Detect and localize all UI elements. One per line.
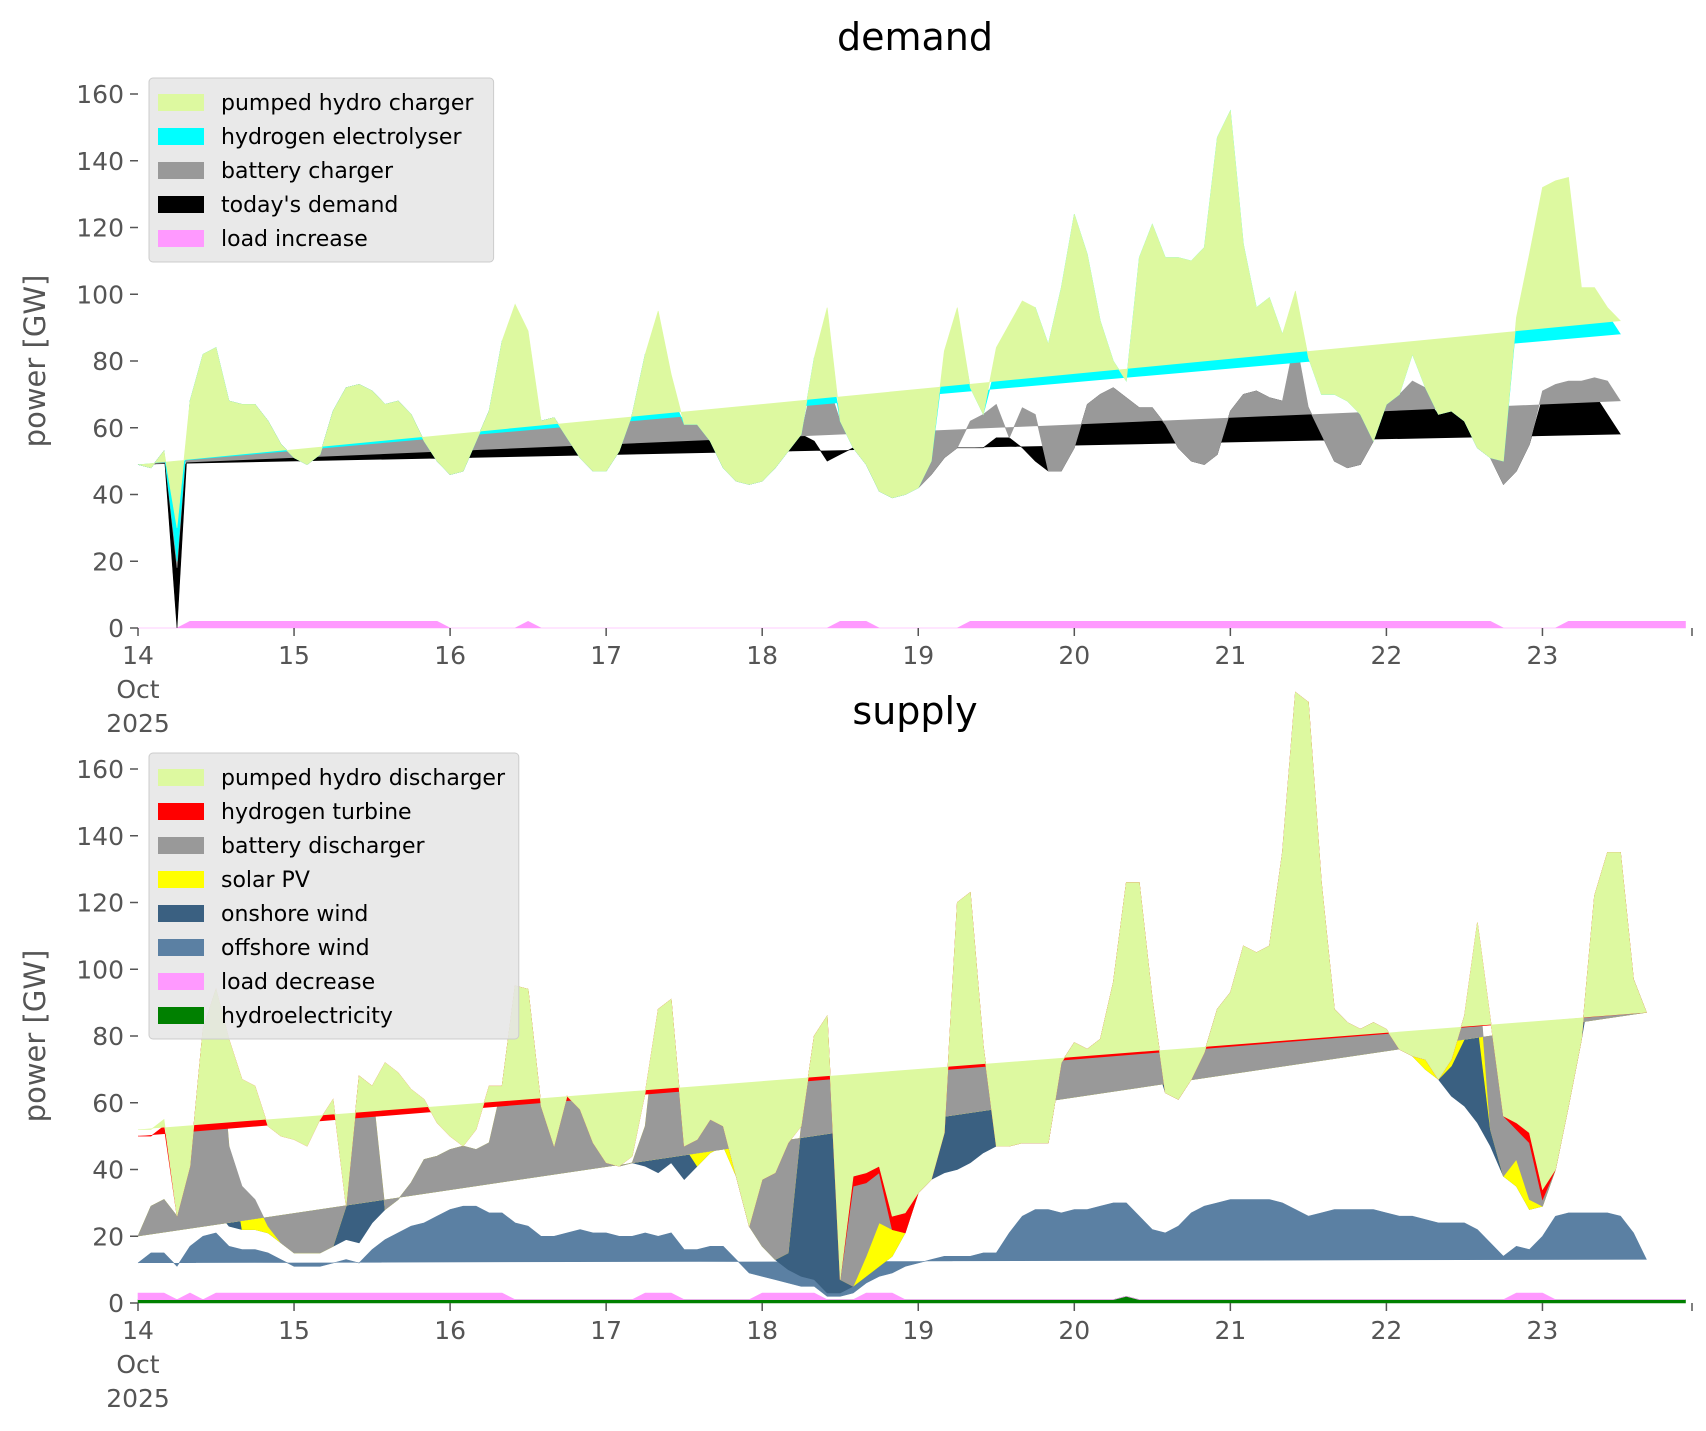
y-axis-label: power [GW] xyxy=(18,275,52,448)
chart-title: demand xyxy=(837,15,993,59)
x-tick-label: 16 xyxy=(434,1316,466,1345)
x-tick-label: Oct xyxy=(116,675,159,704)
chart-demand: demand 0 20 40 60 80 100 120 140 160 14 Oct 2025 15 16… xyxy=(18,15,1693,738)
legend-swatch-hydrogen-electrolyser xyxy=(158,128,204,145)
legend: pumped hydro discharger hydrogen turbine b… xyxy=(148,752,520,1040)
y-tick-label: 140 xyxy=(76,147,124,176)
y-tick-label: 60 xyxy=(92,414,124,443)
x-tick-label: 2025 xyxy=(106,1384,170,1413)
legend-swatch-hydroelectricity xyxy=(158,1007,204,1024)
x-tick-label: 18 xyxy=(746,1316,778,1345)
x-tick-label: 17 xyxy=(590,1316,622,1345)
y-tick-label: 100 xyxy=(76,280,124,309)
y-tick-label: 20 xyxy=(92,547,124,576)
y-tick-label: 20 xyxy=(92,1222,124,1251)
x-tick-label: 23 xyxy=(1527,641,1559,670)
y-tick-label: 60 xyxy=(92,1089,124,1118)
y-tick-label: 120 xyxy=(76,214,124,243)
plot-area xyxy=(137,109,1686,629)
x-tick-label: 15 xyxy=(278,1316,310,1345)
y-tick-label: 100 xyxy=(76,955,124,984)
x-tick-label: 20 xyxy=(1058,1316,1090,1345)
y-tick-label: 80 xyxy=(92,347,124,376)
y-tick-label: 140 xyxy=(76,822,124,851)
x-tick-label: 18 xyxy=(746,641,778,670)
legend-label-pumped-hydro-discharger: pumped hydro discharger xyxy=(221,766,506,791)
legend-label-battery-discharger: battery discharger xyxy=(221,834,426,859)
x-tick-label: Oct xyxy=(116,1350,159,1379)
x-tick-label: 2025 xyxy=(106,709,170,738)
series-offshore-wind xyxy=(137,1199,1647,1297)
x-tick-label: 22 xyxy=(1370,1316,1402,1345)
plot-area xyxy=(137,691,1686,1304)
legend-swatch-today-s-demand xyxy=(158,196,204,213)
x-tick-label: 16 xyxy=(434,641,466,670)
x-tick-label: 21 xyxy=(1214,1316,1246,1345)
x-tick-label: 20 xyxy=(1058,641,1090,670)
series-pumped-hydro-discharger xyxy=(138,691,1647,1280)
legend-swatch-pumped-hydro-discharger xyxy=(158,769,204,786)
legend-swatch-offshore-wind xyxy=(158,939,204,956)
series-load-increase xyxy=(138,620,1686,629)
legend-frame xyxy=(148,77,495,263)
x-tick-label: 23 xyxy=(1527,1316,1559,1345)
y-tick-label: 40 xyxy=(92,481,124,510)
x-tick-label: 19 xyxy=(902,641,934,670)
legend-swatch-onshore-wind xyxy=(158,905,204,922)
legend-label-load-decrease: load decrease xyxy=(221,970,375,995)
y-tick-label: 80 xyxy=(92,1022,124,1051)
y-tick-label: 120 xyxy=(76,889,124,918)
x-tick-label: 15 xyxy=(278,641,310,670)
x-tick-label: 19 xyxy=(902,1316,934,1345)
y-tick-label: 0 xyxy=(108,614,124,643)
x-tick-label: 21 xyxy=(1214,641,1246,670)
chart-supply: supply 0 20 40 60 80 100 120 140 160 14 Oct 2025 15 16… xyxy=(18,689,1693,1413)
legend-swatch-load-decrease xyxy=(158,973,204,990)
y-tick-label: 40 xyxy=(92,1156,124,1185)
legend-label-battery-charger: battery charger xyxy=(221,159,394,184)
x-tick-label: 22 xyxy=(1370,641,1402,670)
legend-label-load-increase: load increase xyxy=(221,227,368,252)
series-pumped-hydro-charger xyxy=(137,109,1621,528)
y-axis-label: power [GW] xyxy=(18,950,52,1123)
legend-label-hydrogen-electrolyser: hydrogen electrolyser xyxy=(221,125,462,150)
x-tick-label: 14 xyxy=(122,1316,154,1345)
legend: pumped hydro charger hydrogen electrolyse… xyxy=(148,77,495,263)
legend-label-solar-pv: solar PV xyxy=(221,868,310,893)
legend-swatch-solar-pv xyxy=(158,871,204,888)
y-tick-label: 160 xyxy=(76,755,124,784)
legend-frame xyxy=(148,752,520,1040)
chart-title: supply xyxy=(852,689,977,733)
series-load-decrease xyxy=(137,1292,1686,1301)
y-tick-label: 160 xyxy=(76,80,124,109)
legend-swatch-battery-charger xyxy=(158,162,204,179)
legend-label-onshore-wind: onshore wind xyxy=(221,902,368,927)
legend-swatch-load-increase xyxy=(158,230,204,247)
legend-label-pumped-hydro-charger: pumped hydro charger xyxy=(221,91,474,116)
legend-label-hydrogen-turbine: hydrogen turbine xyxy=(221,800,412,825)
y-tick-label: 0 xyxy=(108,1289,124,1318)
x-tick-label: 14 xyxy=(122,641,154,670)
legend-label-hydroelectricity: hydroelectricity xyxy=(221,1004,393,1029)
legend-label-today-s-demand: today's demand xyxy=(221,193,398,218)
legend-label-offshore-wind: offshore wind xyxy=(221,936,370,961)
legend-swatch-hydrogen-turbine xyxy=(158,803,204,820)
x-tick-label: 17 xyxy=(590,641,622,670)
legend-swatch-pumped-hydro-charger xyxy=(158,94,204,111)
legend-swatch-battery-discharger xyxy=(158,837,204,854)
